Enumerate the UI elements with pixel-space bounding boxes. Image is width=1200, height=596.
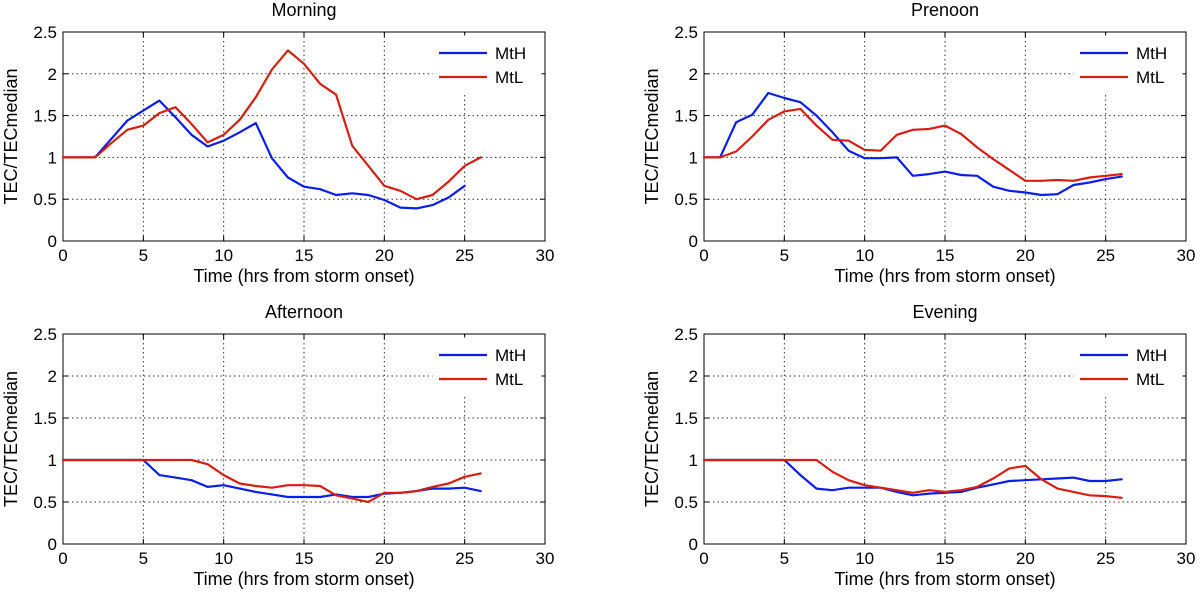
legend: MtH MtL <box>432 35 542 95</box>
legend-label-mtl: MtL <box>1136 68 1164 87</box>
x-axis-label: Time (hrs from storm onset) <box>193 266 414 286</box>
x-tick-label: 30 <box>1177 246 1196 265</box>
y-tick-label: 1.5 <box>33 409 57 428</box>
y-tick-label: 2 <box>48 367 57 386</box>
y-tick-label: 0.5 <box>674 493 698 512</box>
series-line-mth <box>61 99 466 210</box>
chart-title: Evening <box>912 302 977 322</box>
y-axis-label: TEC/TECmedian <box>1 371 21 507</box>
y-tick-label: 0 <box>689 232 698 251</box>
chart-title: Prenoon <box>911 0 979 20</box>
y-tick-label: 2.5 <box>674 23 698 42</box>
legend-box <box>432 337 542 397</box>
y-tick-label: 1.5 <box>674 107 698 126</box>
x-tick-label: 30 <box>536 246 555 265</box>
x-tick-label: 15 <box>936 246 955 265</box>
x-tick-label: 10 <box>214 246 233 265</box>
chart-panel-4: Evening 0 5 10 15 20 25 30 0 0.5 1 1.5 2 2.5 Time (hrs… <box>642 302 1195 589</box>
x-tick-label: 15 <box>936 549 955 568</box>
y-tick-label: 2.5 <box>674 325 698 344</box>
x-tick-label: 5 <box>780 246 789 265</box>
legend-label-mtl: MtL <box>495 370 523 389</box>
y-tick-label: 0.5 <box>33 190 57 209</box>
x-tick-label: 20 <box>1016 246 1035 265</box>
x-tick-label: 0 <box>699 549 708 568</box>
legend: MtH MtL <box>1073 337 1183 397</box>
legend-box <box>432 35 542 95</box>
y-axis-label: TEC/TECmedian <box>642 371 662 507</box>
series-line-mtl <box>702 458 1123 499</box>
series-line-mtl <box>702 107 1123 182</box>
y-tick-label: 2.5 <box>33 23 57 42</box>
y-tick-label: 1 <box>48 148 57 167</box>
series-line-mtl <box>61 49 482 201</box>
y-tick-label: 1.5 <box>33 107 57 126</box>
y-tick-label: 1 <box>689 451 698 470</box>
chart-panel-2: Prenoon 0 5 10 15 20 25 30 0 0.5 1 1.5 2 2.5 Time (hrs… <box>642 0 1195 286</box>
x-tick-label: 20 <box>375 246 394 265</box>
chart-title: Afternoon <box>265 302 343 322</box>
x-tick-label: 15 <box>295 549 314 568</box>
legend: MtH MtL <box>1073 35 1183 95</box>
x-tick-label: 5 <box>780 549 789 568</box>
y-tick-label: 0.5 <box>33 493 57 512</box>
x-tick-label: 5 <box>139 246 148 265</box>
series-line-mtl <box>61 458 482 504</box>
y-axis-label: TEC/TECmedian <box>1 68 21 204</box>
legend-box <box>1073 35 1183 95</box>
chart-panel-1: Morning 0 5 10 15 20 25 30 0 0.5 1 1.5 2 2.5 Time (hrs… <box>1 0 554 286</box>
x-tick-label: 10 <box>214 549 233 568</box>
y-tick-label: 2 <box>689 65 698 84</box>
legend-label-mth: MtH <box>1136 346 1167 365</box>
y-tick-label: 1 <box>689 148 698 167</box>
legend-label-mth: MtH <box>495 44 526 63</box>
x-axis-label: Time (hrs from storm onset) <box>193 569 414 589</box>
y-tick-label: 2 <box>48 65 57 84</box>
legend-label-mth: MtH <box>495 346 526 365</box>
legend-label-mtl: MtL <box>1136 370 1164 389</box>
y-tick-label: 0 <box>689 535 698 554</box>
y-tick-label: 0 <box>48 535 57 554</box>
y-tick-label: 0 <box>48 232 57 251</box>
x-axis-label: Time (hrs from storm onset) <box>834 569 1055 589</box>
x-tick-label: 25 <box>455 549 474 568</box>
x-tick-label: 10 <box>855 549 874 568</box>
y-axis-label: TEC/TECmedian <box>642 68 662 204</box>
x-tick-label: 0 <box>699 246 708 265</box>
chart-panel-3: Afternoon 0 5 10 15 20 25 30 0 0.5 1 1.5 2 2.5 Time (h… <box>1 302 554 589</box>
x-tick-label: 25 <box>1096 549 1115 568</box>
x-tick-label: 0 <box>58 549 67 568</box>
legend-box <box>1073 337 1183 397</box>
x-tick-label: 30 <box>536 549 555 568</box>
y-tick-label: 2.5 <box>33 325 57 344</box>
y-tick-label: 1 <box>48 451 57 470</box>
chart-title: Morning <box>271 0 336 20</box>
x-tick-label: 0 <box>58 246 67 265</box>
legend: MtH MtL <box>432 337 542 397</box>
legend-label-mtl: MtL <box>495 68 523 87</box>
x-tick-label: 20 <box>1016 549 1035 568</box>
y-tick-label: 0.5 <box>674 190 698 209</box>
y-tick-label: 1.5 <box>674 409 698 428</box>
x-tick-label: 15 <box>295 246 314 265</box>
series-line-mth <box>702 91 1123 197</box>
x-tick-label: 5 <box>139 549 148 568</box>
x-tick-label: 20 <box>375 549 394 568</box>
x-tick-label: 10 <box>855 246 874 265</box>
x-tick-label: 25 <box>455 246 474 265</box>
y-tick-label: 2 <box>689 367 698 386</box>
legend-label-mth: MtH <box>1136 44 1167 63</box>
x-tick-label: 25 <box>1096 246 1115 265</box>
x-tick-label: 30 <box>1177 549 1196 568</box>
x-axis-label: Time (hrs from storm onset) <box>834 266 1055 286</box>
